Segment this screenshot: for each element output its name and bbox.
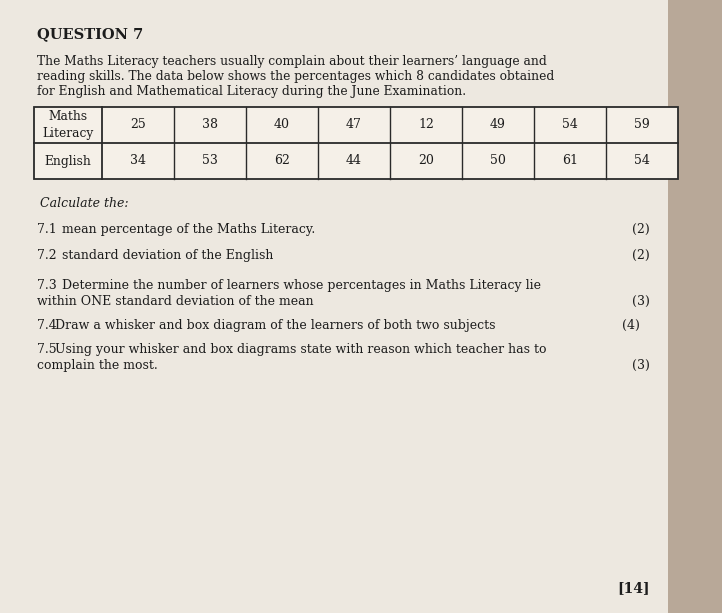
Text: (3): (3) (632, 359, 650, 372)
Text: English: English (45, 154, 92, 167)
Text: (4): (4) (622, 319, 640, 332)
Bar (34, 107, 678, 179)
Text: complain the most.: complain the most. (37, 359, 157, 372)
Text: Maths
Literacy: Maths Literacy (43, 110, 94, 140)
Text: Draw a whisker and box diagram of the learners of both two subjects: Draw a whisker and box diagram of the le… (55, 319, 495, 332)
Text: reading skills. The data below shows the percentages which 8 candidates obtained: reading skills. The data below shows the… (37, 70, 554, 83)
Text: (2): (2) (632, 249, 650, 262)
Text: 34: 34 (130, 154, 146, 167)
Text: Determine the number of learners whose percentages in Maths Literacy lie: Determine the number of learners whose p… (62, 279, 541, 292)
Text: 54: 54 (562, 118, 578, 132)
Text: (2): (2) (632, 223, 650, 236)
Bar (34, 107, 678, 179)
Text: mean percentage of the Maths Literacy.: mean percentage of the Maths Literacy. (62, 223, 316, 236)
Text: 50: 50 (490, 154, 506, 167)
Text: 61: 61 (562, 154, 578, 167)
Text: 20: 20 (418, 154, 434, 167)
Text: 38: 38 (202, 118, 218, 132)
Text: 7.2: 7.2 (37, 249, 56, 262)
Text: 25: 25 (130, 118, 146, 132)
Text: QUESTION 7: QUESTION 7 (37, 27, 143, 41)
Bar (668, 0, 722, 613)
Text: 62: 62 (274, 154, 290, 167)
Text: 7.4: 7.4 (37, 319, 57, 332)
Text: [14]: [14] (617, 581, 650, 595)
Text: 47: 47 (346, 118, 362, 132)
Text: within ONE standard deviation of the mean: within ONE standard deviation of the mea… (37, 295, 313, 308)
Text: The Maths Literacy teachers usually complain about their learners’ language and: The Maths Literacy teachers usually comp… (37, 55, 547, 68)
Text: 59: 59 (634, 118, 650, 132)
Text: 53: 53 (202, 154, 218, 167)
Text: Using your whisker and box diagrams state with reason which teacher has to: Using your whisker and box diagrams stat… (55, 343, 547, 356)
Text: standard deviation of the English: standard deviation of the English (62, 249, 274, 262)
Text: 12: 12 (418, 118, 434, 132)
Text: 44: 44 (346, 154, 362, 167)
Text: 7.3: 7.3 (37, 279, 57, 292)
Text: Calculate the:: Calculate the: (40, 197, 129, 210)
Text: 54: 54 (634, 154, 650, 167)
Text: 7.5: 7.5 (37, 343, 56, 356)
Text: 49: 49 (490, 118, 506, 132)
Text: 40: 40 (274, 118, 290, 132)
Text: (3): (3) (632, 295, 650, 308)
Text: 7.1: 7.1 (37, 223, 57, 236)
Text: for English and Mathematical Literacy during the June Examination.: for English and Mathematical Literacy du… (37, 85, 466, 98)
